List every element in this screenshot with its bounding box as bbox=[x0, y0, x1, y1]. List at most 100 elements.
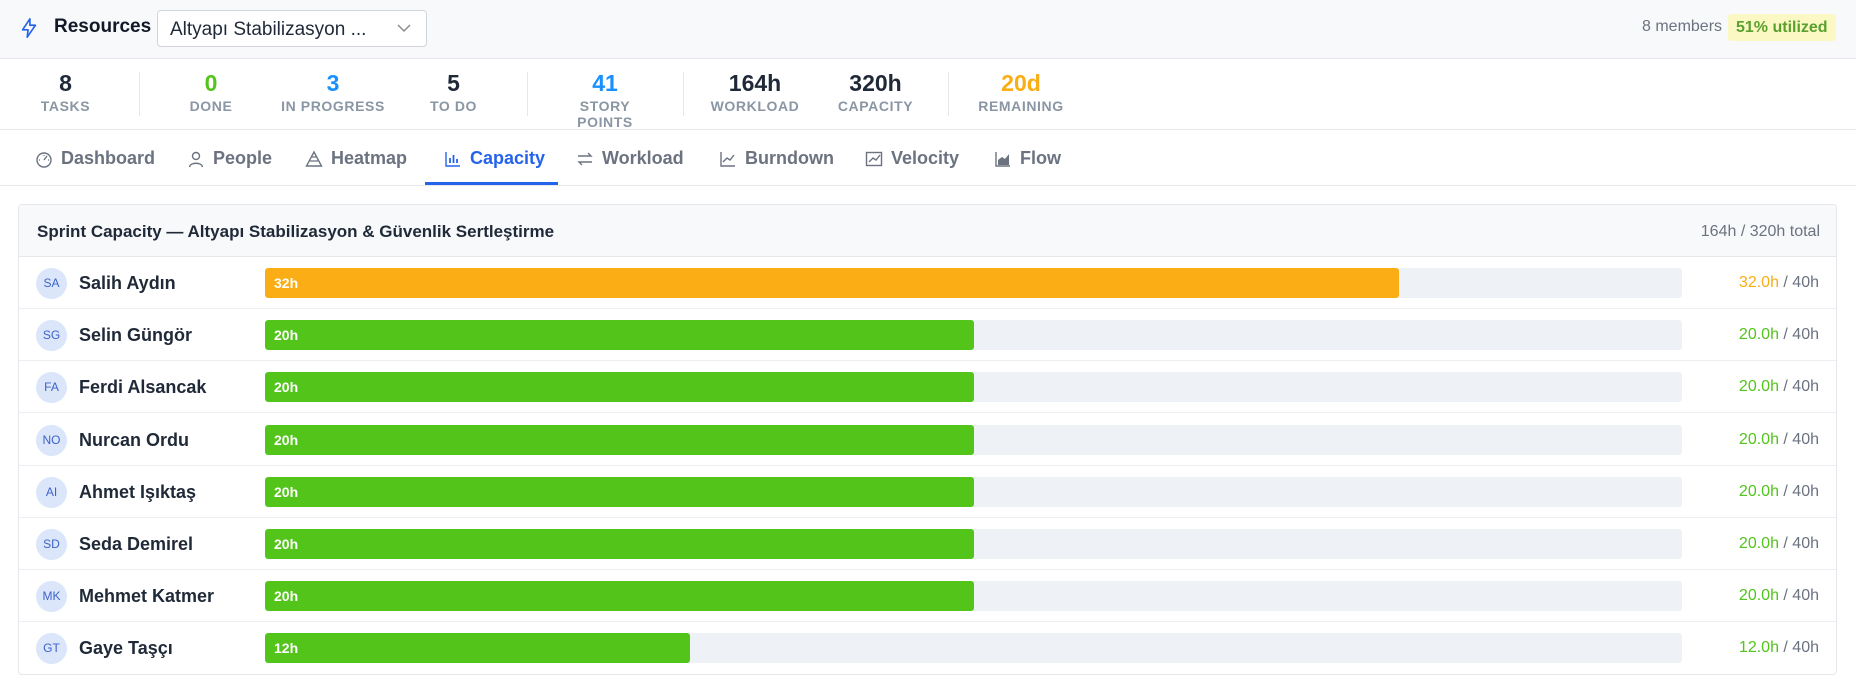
tab-workload[interactable]: Workload bbox=[576, 131, 684, 186]
capacity-bar-fill: 20h bbox=[265, 372, 974, 403]
stat-workload-label: WORKLOAD bbox=[710, 98, 800, 114]
avatar: AI bbox=[36, 476, 67, 508]
capacity-row: FA Ferdi Alsancak 20h 20.0h / 40h bbox=[19, 361, 1836, 414]
utilization-badge: 51% utilized bbox=[1728, 14, 1836, 41]
stats-bar: 8 TASKS 0 DONE 3 IN PROGRESS 5 TO DO 41 … bbox=[0, 60, 1856, 130]
tab-dashboard[interactable]: Dashboard bbox=[35, 131, 155, 186]
capacity-bar-track: 32h bbox=[265, 268, 1682, 298]
hours-summary: 32.0h / 40h bbox=[1739, 274, 1819, 292]
person-name: Selin Güngör bbox=[79, 325, 193, 346]
person-name: Nurcan Ordu bbox=[79, 429, 190, 450]
stat-remaining-value: 20d bbox=[1001, 70, 1041, 96]
hours-used: 20.0h bbox=[1738, 587, 1779, 605]
stat-tasks: 8 TASKS bbox=[40, 70, 91, 114]
hours-capacity: / 40h bbox=[1778, 587, 1819, 605]
panel-title: Sprint Capacity — Altyapı Stabilizasyon … bbox=[37, 222, 555, 241]
member-count: 8 members bbox=[1642, 18, 1723, 35]
user-icon bbox=[188, 151, 204, 167]
capacity-bar-label: 20h bbox=[274, 431, 299, 448]
capacity-bar-label: 20h bbox=[274, 379, 299, 396]
stat-workload: 164h WORKLOAD bbox=[710, 70, 800, 114]
bolt-icon bbox=[21, 18, 37, 38]
capacity-bar-label: 20h bbox=[274, 327, 299, 344]
panel-total: 164h / 320h total bbox=[1700, 223, 1820, 240]
stat-story-points-value: 41 bbox=[592, 70, 618, 96]
stat-capacity: 320h CAPACITY bbox=[837, 70, 914, 114]
capacity-bar-track: 20h bbox=[265, 581, 1682, 612]
hours-capacity: / 40h bbox=[1778, 639, 1819, 657]
capacity-row: MK Mehmet Katmer 20h 20.0h / 40h bbox=[19, 570, 1836, 623]
hours-capacity: / 40h bbox=[1778, 326, 1819, 344]
tab-capacity[interactable]: Capacity bbox=[444, 131, 545, 186]
person-name: Ferdi Alsancak bbox=[79, 377, 207, 398]
hours-used: 12.0h bbox=[1738, 639, 1779, 657]
capacity-bar-track: 20h bbox=[265, 320, 1682, 351]
stat-in-progress: 3 IN PROGRESS bbox=[281, 70, 385, 114]
capacity-bar-fill: 20h bbox=[265, 476, 974, 507]
capacity-bar-track: 20h bbox=[265, 529, 1682, 559]
person-name: Mehmet Katmer bbox=[79, 586, 215, 607]
hours-summary: 20.0h / 40h bbox=[1739, 431, 1819, 449]
tab-burndown[interactable]: Burndown bbox=[719, 131, 834, 186]
hours-capacity: / 40h bbox=[1778, 430, 1819, 448]
capacity-bar-label: 20h bbox=[274, 483, 299, 500]
page-title: Resources bbox=[54, 16, 152, 37]
heatmap-icon bbox=[305, 150, 323, 167]
line-chart-icon bbox=[720, 151, 735, 167]
capacity-bar-fill: 20h bbox=[265, 529, 974, 559]
avatar: SA bbox=[36, 268, 67, 299]
capacity-bar-track: 20h bbox=[265, 372, 1682, 403]
stock-icon bbox=[865, 151, 883, 166]
divider bbox=[948, 72, 949, 116]
stat-tasks-label: TASKS bbox=[40, 98, 91, 114]
tab-velocity[interactable]: Velocity bbox=[865, 131, 959, 186]
sprint-select[interactable]: Altyapı Stabilizasyon ... bbox=[157, 10, 427, 47]
hours-summary: 20.0h / 40h bbox=[1739, 587, 1819, 605]
tab-capacity-label: Capacity bbox=[470, 148, 546, 168]
avatar: FA bbox=[36, 372, 67, 404]
tab-bar: Dashboard People Heatmap Capacity Worklo… bbox=[0, 131, 1856, 186]
avatar: NO bbox=[36, 424, 67, 456]
hours-capacity: / 40h bbox=[1778, 535, 1819, 552]
hours-capacity: / 40h bbox=[1778, 274, 1819, 291]
capacity-row: NO Nurcan Ordu 20h 20.0h / 40h bbox=[19, 414, 1836, 466]
stat-to-do-label: TO DO bbox=[429, 98, 478, 114]
tab-flow[interactable]: Flow bbox=[994, 131, 1061, 186]
avatar: MK bbox=[36, 581, 67, 613]
tab-heatmap-label: Heatmap bbox=[331, 148, 408, 168]
tab-flow-label: Flow bbox=[1020, 148, 1061, 168]
divider bbox=[527, 72, 528, 116]
stat-done-value: 0 bbox=[204, 70, 218, 96]
person-name: Seda Demirel bbox=[79, 534, 194, 554]
divider bbox=[139, 72, 140, 116]
person-name: Ahmet Işıktaş bbox=[79, 481, 197, 502]
tab-people[interactable]: People bbox=[187, 131, 272, 186]
capacity-bar-fill: 12h bbox=[265, 633, 690, 664]
hours-used: 20.0h bbox=[1738, 535, 1779, 552]
stat-capacity-value: 320h bbox=[849, 70, 902, 96]
hours-summary: 12.0h / 40h bbox=[1739, 639, 1819, 657]
stat-to-do: 5 TO DO bbox=[426, 70, 481, 114]
hours-summary: 20.0h / 40h bbox=[1739, 378, 1819, 396]
tab-velocity-label: Velocity bbox=[891, 148, 960, 168]
capacity-row: AI Ahmet Işıktaş 20h 20.0h / 40h bbox=[19, 466, 1836, 518]
hours-summary: 20.0h / 40h bbox=[1739, 535, 1819, 553]
sprint-capacity-panel: Sprint Capacity — Altyapı Stabilizasyon … bbox=[18, 204, 1837, 675]
hours-summary: 20.0h / 40h bbox=[1739, 483, 1819, 501]
hours-capacity: / 40h bbox=[1778, 482, 1819, 500]
capacity-bar-label: 20h bbox=[274, 536, 299, 552]
stat-story-points: 41 STORY POINTS bbox=[550, 70, 660, 130]
capacity-row: GT Gaye Taşçı 12h 12.0h / 40h bbox=[19, 622, 1836, 674]
capacity-bar-label: 20h bbox=[274, 588, 299, 605]
hours-used: 20.0h bbox=[1738, 326, 1779, 344]
tab-heatmap[interactable]: Heatmap bbox=[305, 131, 407, 186]
tab-people-label: People bbox=[213, 148, 273, 168]
dashboard-icon bbox=[36, 151, 52, 168]
hours-used: 20.0h bbox=[1738, 378, 1779, 396]
tab-workload-label: Workload bbox=[602, 148, 684, 168]
stat-story-points-label: STORY POINTS bbox=[577, 98, 633, 130]
capacity-bar-label: 32h bbox=[274, 275, 299, 291]
tab-dashboard-label: Dashboard bbox=[61, 148, 156, 168]
avatar: SG bbox=[36, 320, 67, 352]
hours-used: 32.0h bbox=[1738, 274, 1779, 291]
